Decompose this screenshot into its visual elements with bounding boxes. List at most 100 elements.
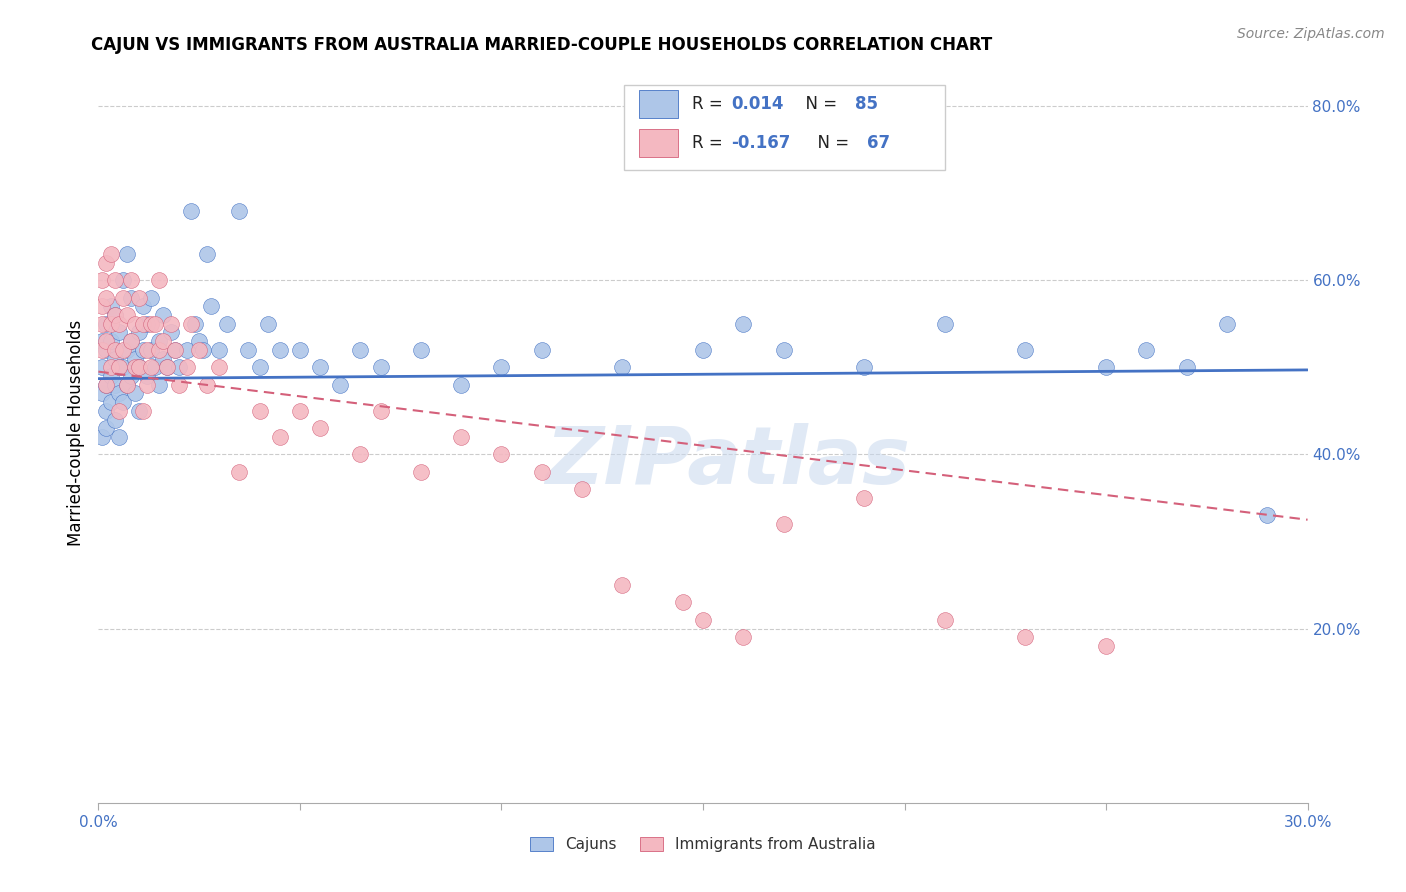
Point xyxy=(733,317,755,331)
Point xyxy=(288,404,311,418)
Point xyxy=(167,360,190,375)
Point xyxy=(91,334,114,348)
Point xyxy=(269,343,291,357)
Point xyxy=(152,351,174,366)
Point xyxy=(100,317,122,331)
Point xyxy=(124,386,146,401)
Point xyxy=(103,273,125,287)
Point xyxy=(91,317,114,331)
Point xyxy=(124,360,146,375)
Point xyxy=(853,491,876,505)
Point xyxy=(249,404,271,418)
Point xyxy=(309,421,332,435)
Text: ZIPatlas: ZIPatlas xyxy=(544,423,910,501)
Point xyxy=(733,630,755,644)
Point xyxy=(934,613,956,627)
Point xyxy=(135,317,157,331)
Point xyxy=(692,613,714,627)
Point xyxy=(692,343,714,357)
FancyBboxPatch shape xyxy=(638,129,678,157)
Point xyxy=(100,247,122,261)
Point xyxy=(120,291,142,305)
Point xyxy=(107,317,129,331)
Point xyxy=(115,247,138,261)
Point xyxy=(111,291,134,305)
Point xyxy=(107,386,129,401)
Text: 85: 85 xyxy=(855,95,879,113)
Point xyxy=(96,421,118,435)
Point xyxy=(96,291,118,305)
Point xyxy=(148,273,170,287)
Point xyxy=(115,343,138,357)
Point xyxy=(1135,343,1157,357)
Point xyxy=(200,299,222,313)
Point xyxy=(1014,630,1036,644)
Point xyxy=(208,343,231,357)
Text: N =: N = xyxy=(794,95,842,113)
Point xyxy=(111,395,134,409)
Point xyxy=(1175,360,1198,375)
Point xyxy=(107,404,129,418)
Point xyxy=(672,595,695,609)
Point xyxy=(163,343,186,357)
Point xyxy=(96,317,118,331)
Point xyxy=(120,334,142,348)
Point xyxy=(120,334,142,348)
Point xyxy=(163,343,186,357)
Point xyxy=(193,343,215,357)
Point xyxy=(530,343,553,357)
Point xyxy=(180,203,202,218)
Point xyxy=(530,465,553,479)
Point xyxy=(124,317,146,331)
Text: -0.167: -0.167 xyxy=(731,134,790,153)
Point xyxy=(139,360,162,375)
Point xyxy=(100,360,122,375)
Point xyxy=(100,369,122,384)
Point xyxy=(100,395,122,409)
Point xyxy=(135,343,157,357)
Point xyxy=(370,404,392,418)
Point xyxy=(107,360,129,375)
Point xyxy=(91,360,114,375)
Point xyxy=(96,377,118,392)
Text: N =: N = xyxy=(807,134,855,153)
Point xyxy=(100,334,122,348)
Point xyxy=(309,360,332,375)
Text: Source: ZipAtlas.com: Source: ZipAtlas.com xyxy=(1237,27,1385,41)
Point xyxy=(107,430,129,444)
Point xyxy=(349,447,371,461)
Point xyxy=(853,360,876,375)
Text: CAJUN VS IMMIGRANTS FROM AUSTRALIA MARRIED-COUPLE HOUSEHOLDS CORRELATION CHART: CAJUN VS IMMIGRANTS FROM AUSTRALIA MARRI… xyxy=(91,36,993,54)
Point xyxy=(180,317,202,331)
Point xyxy=(132,317,155,331)
Point xyxy=(772,343,794,357)
Point xyxy=(772,517,794,532)
Point xyxy=(148,343,170,357)
Point xyxy=(103,412,125,426)
Point xyxy=(91,386,114,401)
Point xyxy=(96,343,118,357)
Point xyxy=(132,343,155,357)
Point xyxy=(139,317,162,331)
Point xyxy=(103,351,125,366)
Text: 0.014: 0.014 xyxy=(731,95,783,113)
Point xyxy=(409,343,432,357)
Point xyxy=(91,343,114,357)
Point xyxy=(176,360,198,375)
Point xyxy=(1256,508,1278,523)
Point xyxy=(96,404,118,418)
Point xyxy=(612,360,634,375)
Point xyxy=(120,369,142,384)
Text: R =: R = xyxy=(692,134,728,153)
Point xyxy=(120,273,142,287)
Point xyxy=(103,308,125,322)
Point xyxy=(269,430,291,444)
Point xyxy=(91,299,114,313)
Point xyxy=(176,343,198,357)
Point xyxy=(143,317,166,331)
Point xyxy=(450,377,472,392)
Point xyxy=(148,334,170,348)
Point xyxy=(217,317,239,331)
Point xyxy=(128,291,150,305)
Point xyxy=(152,308,174,322)
